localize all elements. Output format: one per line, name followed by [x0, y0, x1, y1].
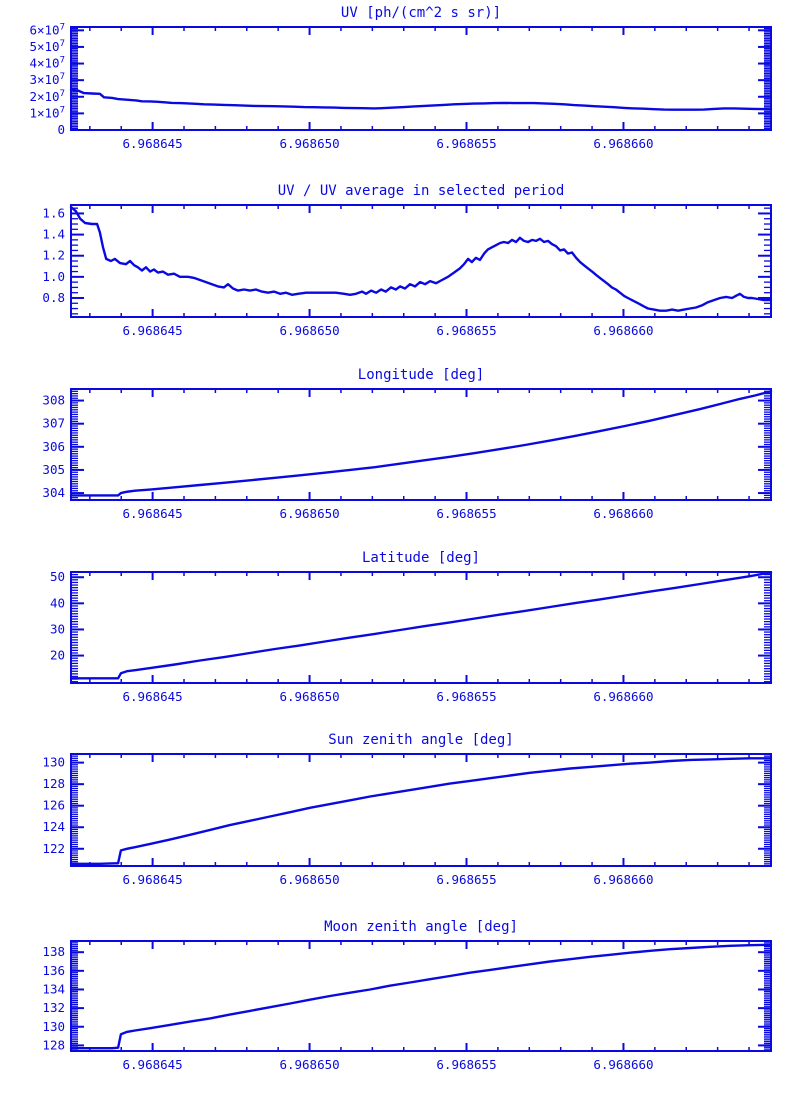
- x-tick-label: 6.968660: [593, 872, 653, 887]
- y-tick-label: 305: [42, 462, 65, 477]
- x-tick-label: 6.968650: [279, 872, 339, 887]
- x-tick-label: 6.968650: [279, 1057, 339, 1072]
- chart-uv-ratio: UV / UV average in selected period 6.9686…: [42, 183, 773, 338]
- y-tick-label: 126: [42, 798, 65, 813]
- y-tick-label: 306: [42, 439, 65, 454]
- y-tick-label: 130: [42, 1019, 65, 1034]
- data-curve: [69, 205, 773, 312]
- y-tick-label: 304: [42, 485, 65, 500]
- x-tick-label: 6.968650: [279, 689, 339, 704]
- x-tick-label: 6.968655: [436, 506, 496, 521]
- x-tick-label: 6.968655: [436, 1057, 496, 1072]
- y-tick-label: 0: [57, 122, 65, 137]
- x-tick-label: 6.968645: [123, 1057, 183, 1072]
- y-tick-label: 1.4: [42, 227, 65, 242]
- data-curve: [69, 571, 773, 680]
- y-tick-label: 1.0: [42, 269, 65, 284]
- y-tick-label: 307: [42, 416, 65, 431]
- chart-sun-zenith: Sun zenith angle [deg] 6.968645 6.968650 6.…: [42, 732, 773, 887]
- y-tick-label: 5×107: [29, 39, 65, 54]
- y-tick-label: 20: [50, 648, 65, 663]
- x-tick-label: 6.968655: [436, 136, 496, 151]
- y-tick-label: 6×107: [29, 22, 65, 37]
- x-tick-label: 6.968655: [436, 323, 496, 338]
- y-tick-label: 122: [42, 841, 65, 856]
- x-tick-label: 6.968660: [593, 136, 653, 151]
- chart-title: UV / UV average in selected period: [278, 183, 565, 199]
- y-tick-label: 40: [50, 595, 65, 610]
- chart-uv: UV [ph/(cm^2 s sr)] 6.968645 6.968650 6.968…: [29, 5, 773, 151]
- plot-frame: [70, 204, 772, 318]
- x-tick-label: 6.968645: [123, 136, 183, 151]
- data-curve: [69, 88, 773, 111]
- x-tick-label: 6.968645: [123, 872, 183, 887]
- chart-title: Sun zenith angle [deg]: [328, 732, 513, 748]
- y-tick-label: 1.2: [42, 248, 65, 263]
- x-tick-label: 6.968660: [593, 1057, 653, 1072]
- chart-title: Longitude [deg]: [358, 367, 484, 383]
- y-tick-label: 132: [42, 1000, 65, 1015]
- plot-frame: [70, 940, 772, 1052]
- chart-title: Latitude [deg]: [362, 550, 480, 566]
- plot-frame: [70, 753, 772, 867]
- chart-title: Moon zenith angle [deg]: [324, 919, 518, 935]
- x-tick-label: 6.968645: [123, 506, 183, 521]
- x-tick-label: 6.968645: [123, 689, 183, 704]
- x-tick-label: 6.968660: [593, 689, 653, 704]
- y-tick-label: 134: [42, 981, 65, 996]
- plot-frame: [70, 571, 772, 684]
- y-tick-label: 130: [42, 755, 65, 770]
- plot-frame: [70, 388, 772, 501]
- chart-moon-zenith: Moon zenith angle [deg] 6.968645 6.968650 6…: [42, 919, 773, 1072]
- y-tick-label: 30: [50, 621, 65, 636]
- y-tick-label: 2×107: [29, 89, 65, 104]
- x-tick-label: 6.968645: [123, 323, 183, 338]
- chart-title: UV [ph/(cm^2 s sr)]: [341, 5, 501, 21]
- plot-frame: [70, 26, 772, 131]
- y-tick-label: 124: [42, 819, 65, 834]
- x-tick-label: 6.968655: [436, 689, 496, 704]
- x-tick-label: 6.968655: [436, 872, 496, 887]
- x-tick-label: 6.968650: [279, 506, 339, 521]
- y-tick-label: 1×107: [29, 105, 65, 120]
- chart-latitude: Latitude [deg] 6.968645 6.968650 6.968655 6.…: [50, 550, 773, 704]
- x-tick-label: 6.968650: [279, 323, 339, 338]
- x-tick-label: 6.968650: [279, 136, 339, 151]
- y-tick-label: 3×107: [29, 72, 65, 87]
- y-tick-label: 1.6: [42, 205, 65, 220]
- y-tick-label: 50: [50, 569, 65, 584]
- y-tick-label: 136: [42, 963, 65, 978]
- x-tick-label: 6.968660: [593, 323, 653, 338]
- y-tick-label: 4×107: [29, 56, 65, 71]
- data-curve: [69, 943, 773, 1050]
- y-tick-label: 128: [42, 1037, 65, 1052]
- data-curve: [69, 390, 773, 497]
- y-tick-label: 128: [42, 776, 65, 791]
- y-tick-label: 0.8: [42, 290, 65, 305]
- y-tick-label: 138: [42, 944, 65, 959]
- x-tick-label: 6.968660: [593, 506, 653, 521]
- y-tick-label: 308: [42, 393, 65, 408]
- data-curve: [69, 757, 773, 865]
- chart-longitude: Longitude [deg] 6.968645 6.968650 6.968655 6…: [42, 367, 773, 521]
